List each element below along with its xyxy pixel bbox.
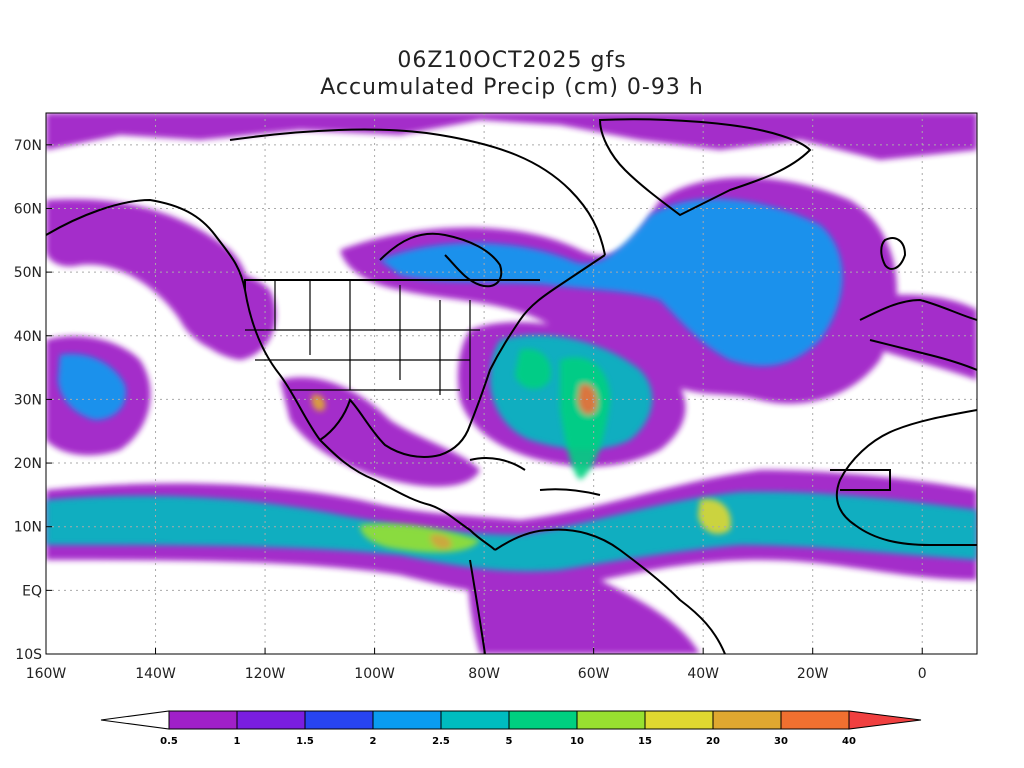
colorbar-level-label: 0.5 (160, 736, 178, 747)
colorbar-box (372, 710, 442, 730)
map-subtitle: Accumulated Precip (cm) 0-93 h (320, 75, 704, 100)
lat-tick-label: EQ (22, 583, 42, 599)
colorbar-level-label: 10 (570, 736, 584, 747)
map-frame (45, 112, 978, 655)
lon-tick-label: 0 (918, 666, 927, 682)
lat-tick-label: 30N (14, 392, 42, 408)
lon-tick-label: 140W (135, 666, 176, 682)
lon-tick-label: 100W (354, 666, 395, 682)
lon-tick-label: 80W (468, 666, 500, 682)
colorbar-level-label: 1 (234, 736, 241, 747)
latitude-axis: 70N 60N 50N 40N 30N 20N 10N EQ 10S (14, 138, 52, 663)
colorbar-level-label: 40 (842, 736, 856, 747)
longitude-axis: 160W 140W 120W 100W 80W 60W 40W 20W 0 (26, 648, 927, 682)
lon-tick-label: 120W (245, 666, 286, 682)
colorbar-box (644, 710, 714, 730)
colorbar-level-label: 30 (774, 736, 788, 747)
lon-tick-label: 40W (687, 666, 719, 682)
colorbar-level-label: 2.5 (432, 736, 450, 747)
map-title: 06Z10OCT2025 gfs (397, 48, 627, 73)
colorbar-level-label: 15 (638, 736, 652, 747)
colorbar-box (304, 710, 374, 730)
colorbar-box (236, 710, 306, 730)
colorbar-arrow-high (848, 710, 922, 730)
lat-tick-label: 70N (14, 138, 42, 154)
colorbar-box (440, 710, 510, 730)
lon-tick-label: 160W (26, 666, 67, 682)
colorbar-box (712, 710, 782, 730)
coastline-outlines (46, 118, 977, 654)
lat-tick-label: 60N (14, 201, 42, 217)
colorbar-box (508, 710, 578, 730)
colorbar-box (168, 710, 238, 730)
precipitation-field (46, 113, 977, 654)
colorbar-level-label: 1.5 (296, 736, 314, 747)
lon-tick-label: 60W (578, 666, 610, 682)
colorbar-legend: 0.5 1 1.5 2 2.5 5 10 15 20 30 40 (100, 710, 922, 747)
lon-tick-label: 20W (797, 666, 829, 682)
lat-tick-label: 10S (15, 647, 42, 663)
lat-tick-label: 10N (14, 520, 42, 536)
colorbar-level-label: 2 (370, 736, 377, 747)
lat-tick-label: 20N (14, 456, 42, 472)
colorbar-box (780, 710, 850, 730)
colorbar-arrow-low (100, 710, 170, 730)
colorbar-box (576, 710, 646, 730)
lat-tick-label: 40N (14, 329, 42, 345)
colorbar-level-label: 5 (506, 736, 513, 747)
colorbar-level-label: 20 (706, 736, 720, 747)
lat-tick-label: 50N (14, 265, 42, 281)
